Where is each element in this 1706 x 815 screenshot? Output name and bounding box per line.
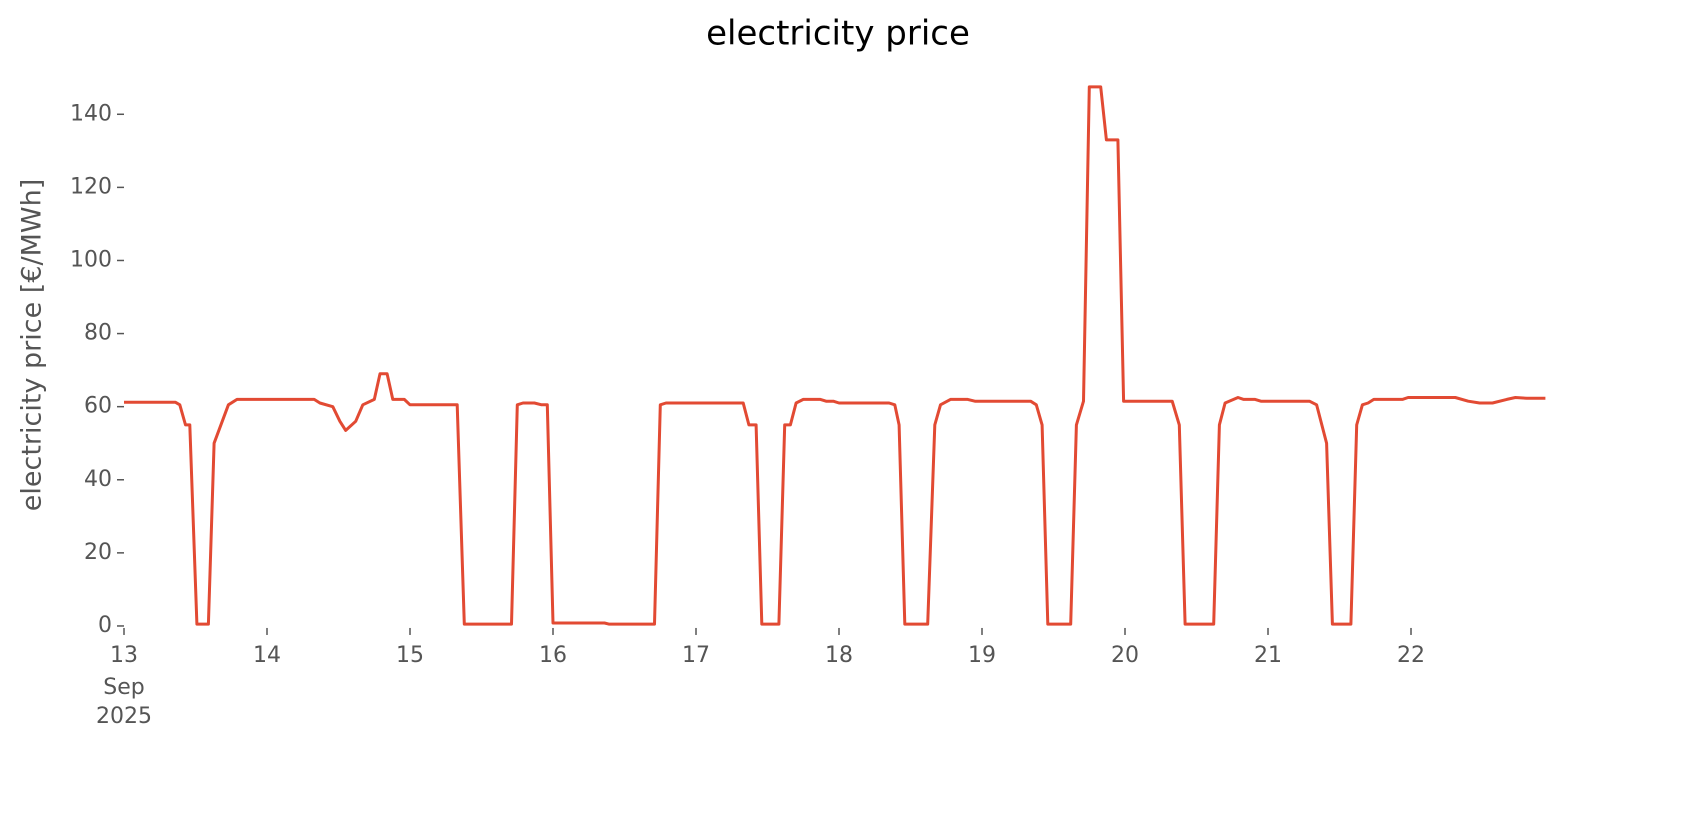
- chart-title: electricity price: [706, 14, 970, 54]
- x-tick-label: 15: [396, 643, 424, 668]
- x-tick-label: 13: [110, 643, 138, 668]
- x-tick-label: 20: [1111, 643, 1139, 668]
- x-tick-label: 22: [1397, 643, 1425, 668]
- x-tick-label: 14: [253, 643, 281, 668]
- x-month-label: Sep: [103, 675, 144, 700]
- x-tick-label: 18: [825, 643, 853, 668]
- x-year-label: 2025: [96, 704, 152, 729]
- y-tick-label: 100: [70, 247, 112, 272]
- y-tick-label: 0: [98, 613, 112, 638]
- x-tick-label: 17: [682, 643, 710, 668]
- y-tick-label: 80: [84, 321, 112, 346]
- y-tick-label: 140: [70, 101, 112, 126]
- y-tick-label: 20: [84, 540, 112, 565]
- y-tick-label: 40: [84, 467, 112, 492]
- price-line: [124, 85, 1546, 626]
- x-tick-label: 16: [539, 643, 567, 668]
- y-axis-label: electricity price [€/MWh]: [17, 179, 48, 511]
- x-tick-label: 21: [1254, 643, 1282, 668]
- y-tick-label: 120: [70, 174, 112, 199]
- y-tick-label: 60: [84, 394, 112, 419]
- x-tick-label: 19: [968, 643, 996, 668]
